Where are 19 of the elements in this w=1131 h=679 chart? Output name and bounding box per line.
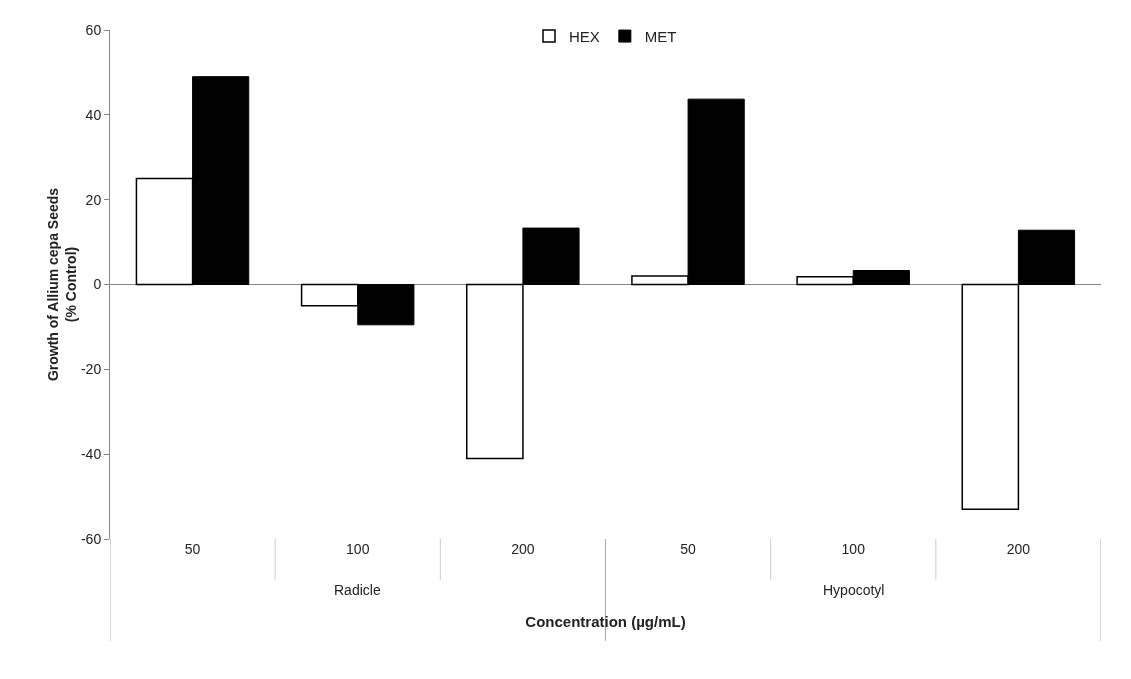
y-tick-label: 0 — [93, 276, 102, 293]
text: Radicle — [334, 582, 381, 598]
y-tick-label: 20 — [85, 191, 102, 208]
x-tick-label: 100 — [346, 541, 370, 557]
y-tick-label: -60 — [80, 530, 102, 547]
x-tick-label: 50 — [184, 541, 201, 557]
text: Hypocotyl — [823, 582, 885, 598]
legend-label: HEX — [569, 27, 600, 45]
y-tick-label: 40 — [85, 106, 102, 123]
x-tick-label: 200 — [1006, 541, 1031, 557]
legend-label: MET — [644, 27, 677, 45]
x-tick-label: 200 — [511, 541, 535, 557]
x-tick-label: 50 — [680, 541, 697, 557]
y-tick-label: -40 — [80, 446, 102, 463]
y-tick-label: -20 — [80, 361, 102, 378]
y-tick-label: 60 — [85, 21, 102, 38]
x-tick-label: 100 — [841, 541, 866, 557]
y-axis-title: Growth of Allium cepa Seeds (% Control) — [44, 187, 79, 382]
x-axis-title: Concentration (µg/mL) — [525, 613, 686, 630]
